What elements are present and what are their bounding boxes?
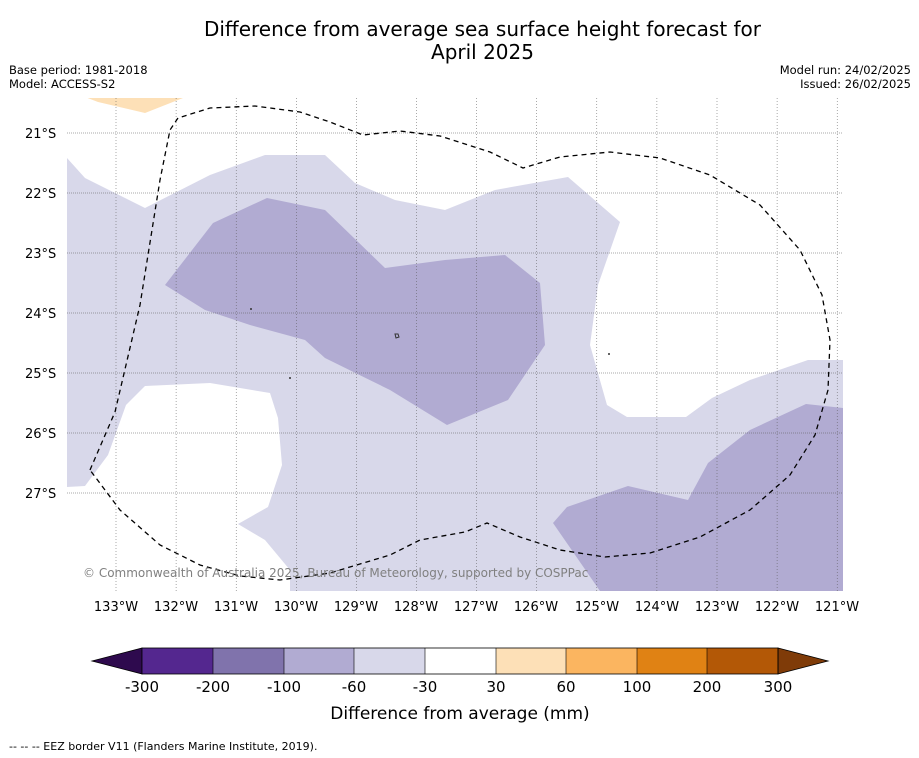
colorbar-tick: 100: [623, 678, 652, 696]
colorbar-bin: [425, 648, 496, 674]
lon-label: 130°W: [274, 600, 318, 615]
map-title: Difference from average sea surface heig…: [0, 18, 919, 64]
colorbar-bin: [142, 648, 213, 674]
colorbar: -300 -200 -100 -60 -30 30 60 100 200 300…: [90, 647, 830, 724]
lat-label: 22°S: [25, 187, 56, 202]
lon-label: 122°W: [755, 600, 799, 615]
lat-label: 21°S: [25, 127, 56, 142]
lon-label: 129°W: [334, 600, 378, 615]
island-dot: [250, 308, 252, 310]
island-dot: [289, 377, 291, 379]
anomaly-region-minus60-southeast: [553, 404, 843, 591]
lon-label: 128°W: [394, 600, 438, 615]
eez-border: [89, 105, 831, 581]
neutral-region-west: [67, 383, 290, 591]
island-marker: [394, 333, 400, 339]
colorbar-bin: [284, 648, 354, 674]
eez-footnote: -- -- -- EEZ border V11 (Flanders Marine…: [9, 740, 318, 753]
colorbar-tick: -30: [413, 678, 438, 696]
copyright-notice: © Commonwealth of Australia 2025, Bureau…: [83, 566, 588, 580]
lon-label: 131°W: [214, 600, 258, 615]
lat-label: 26°S: [25, 427, 56, 442]
model-info: Base period: 1981-2018 Model: ACCESS-S2: [9, 63, 148, 91]
model-run-date: Model run: 24/02/2025: [779, 63, 911, 77]
lon-label: 124°W: [635, 600, 679, 615]
colorbar-bin: [707, 648, 778, 674]
colorbar-tick: 300: [764, 678, 793, 696]
anomaly-region-plus30: [87, 98, 183, 113]
map-area: [67, 98, 843, 591]
island-dot: [608, 353, 610, 355]
lon-label: 123°W: [695, 600, 739, 615]
colorbar-tick: -100: [267, 678, 301, 696]
title-line-2: April 2025: [431, 40, 534, 64]
lat-label: 23°S: [25, 247, 56, 262]
colorbar-tick: -60: [342, 678, 367, 696]
lat-label: 25°S: [25, 367, 56, 382]
colorbar-bin: [637, 648, 707, 674]
model-name: Model: ACCESS-S2: [9, 77, 116, 91]
lat-label: 27°S: [25, 487, 56, 502]
lon-label: 126°W: [514, 600, 558, 615]
colorbar-dividers: [212, 648, 708, 674]
colorbar-title: Difference from average (mm): [330, 704, 589, 724]
latitude-labels: 21°S 22°S 23°S 24°S 25°S 26°S 27°S: [25, 127, 56, 502]
lat-label: 24°S: [25, 307, 56, 322]
colorbar-bin: [213, 648, 284, 674]
lon-label: 132°W: [154, 600, 198, 615]
gridlines: [67, 98, 843, 591]
colorbar-frame: [141, 647, 779, 675]
colorbar-bin: [566, 648, 637, 674]
lon-label: 133°W: [94, 600, 138, 615]
run-info: Model run: 24/02/2025 Issued: 26/02/2025: [780, 63, 911, 91]
colorbar-bin: [354, 648, 425, 674]
colorbar-tick: 200: [693, 678, 722, 696]
colorbar-tick: 60: [556, 678, 575, 696]
lon-label: 125°W: [575, 600, 619, 615]
longitude-labels: 133°W 132°W 131°W 130°W 129°W 128°W 127°…: [94, 600, 859, 615]
issued-date: Issued: 26/02/2025: [800, 77, 911, 91]
colorbar-bin: [496, 648, 566, 674]
colorbar-extend-low: [90, 647, 143, 675]
title-line-1: Difference from average sea surface heig…: [203, 17, 762, 41]
colorbar-tick: 30: [486, 678, 505, 696]
colorbar-tick: -200: [196, 678, 230, 696]
base-period: Base period: 1981-2018: [9, 63, 148, 77]
lon-label: 121°W: [815, 600, 859, 615]
colorbar-tick: -300: [125, 678, 159, 696]
anomaly-region-minus60-central: [165, 198, 545, 425]
lon-label: 127°W: [454, 600, 498, 615]
colorbar-extend-high: [777, 647, 830, 675]
